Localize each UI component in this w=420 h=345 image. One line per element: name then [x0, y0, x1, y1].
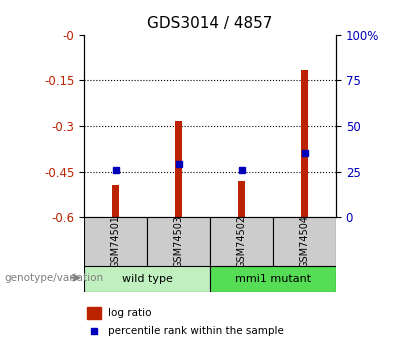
FancyBboxPatch shape [147, 217, 210, 266]
Text: genotype/variation: genotype/variation [4, 274, 103, 283]
FancyBboxPatch shape [84, 266, 210, 292]
FancyBboxPatch shape [210, 266, 336, 292]
Text: percentile rank within the sample: percentile rank within the sample [108, 326, 284, 335]
Bar [112, 185, 119, 217]
Text: wild type: wild type [121, 274, 173, 284]
FancyBboxPatch shape [84, 217, 147, 266]
Text: GSM74504: GSM74504 [299, 215, 310, 268]
Text: GSM74503: GSM74503 [173, 215, 184, 268]
Text: log ratio: log ratio [108, 308, 151, 318]
Text: GSM74502: GSM74502 [236, 215, 247, 268]
Text: mmi1 mutant: mmi1 mutant [235, 274, 311, 284]
Bar [301, 70, 308, 217]
Text: GSM74501: GSM74501 [110, 215, 121, 268]
Bar [238, 181, 245, 217]
Bar [87, 307, 101, 319]
FancyBboxPatch shape [273, 217, 336, 266]
Bar [175, 121, 182, 217]
FancyBboxPatch shape [210, 217, 273, 266]
Title: GDS3014 / 4857: GDS3014 / 4857 [147, 16, 273, 31]
